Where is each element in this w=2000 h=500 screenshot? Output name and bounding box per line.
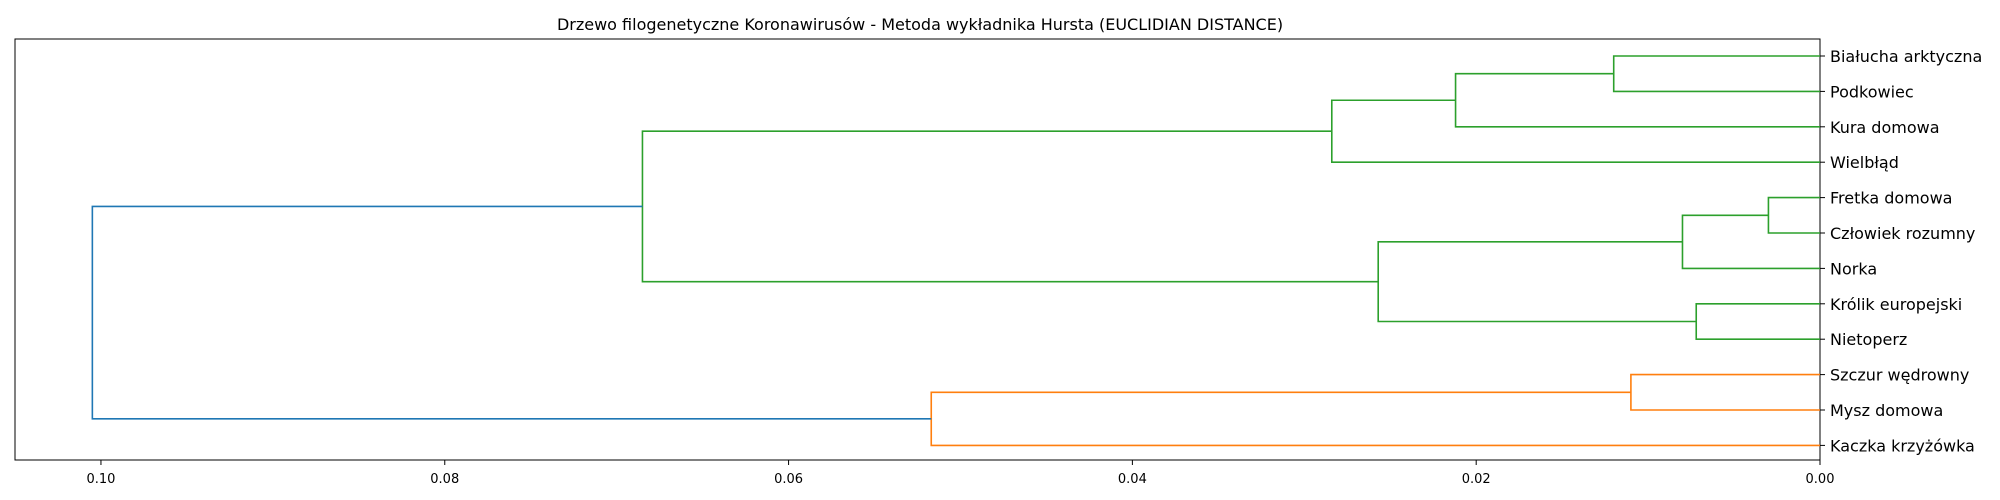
leaf-label: Kura domowa	[1830, 118, 1940, 137]
leaf-label: Kaczka krzyżówka	[1830, 436, 1975, 455]
dendrogram-link-3	[1767, 196, 1820, 234]
x-tick-label: 0.06	[774, 472, 803, 487]
leaf-labels: Białucha arktyczna Podkowiec Kura domowa Wi…	[1820, 47, 1982, 455]
x-axis: 0.10 0.08 0.06 0.04 0.02 0.00	[86, 460, 1834, 487]
dendrogram-link-5	[1695, 303, 1820, 340]
x-tick-label: 0.10	[86, 472, 115, 487]
leaf-label: Mysz domowa	[1830, 401, 1943, 420]
dendrogram-link-4	[1681, 214, 1820, 270]
x-tick-label: 0.04	[1118, 472, 1147, 487]
dendrogram-link-10	[91, 205, 932, 420]
leaf-label: Białucha arktyczna	[1830, 47, 1982, 66]
dendrogram-link-8	[1630, 373, 1820, 411]
leaf-label: Królik europejski	[1830, 295, 1962, 314]
x-tick-label: 0.00	[1806, 472, 1835, 487]
dendrogram-link-0	[1612, 55, 1820, 93]
dendrogram-link-7	[641, 130, 1379, 283]
leaf-label: Fretka domowa	[1830, 189, 1952, 208]
leaf-label: Szczur wędrowny	[1830, 366, 1969, 385]
x-tick-label: 0.08	[430, 472, 459, 487]
x-tick-label: 0.02	[1462, 472, 1491, 487]
dendrogram-link-9	[930, 391, 1820, 447]
leaf-label: Wielbłąd	[1830, 153, 1899, 172]
dendrogram-link-2	[1330, 99, 1820, 163]
leaf-label: Podkowiec	[1830, 82, 1914, 101]
dendrogram-links	[91, 55, 1820, 447]
dendrogram-link-6	[1377, 241, 1697, 323]
plot-frame	[14, 38, 1821, 461]
leaf-label: Norka	[1830, 259, 1877, 278]
leaf-label: Człowiek rozumny	[1830, 224, 1975, 243]
dendrogram-link-1	[1454, 72, 1820, 128]
chart-title: Drzewo filogenetyczne Koronawirusów - Me…	[557, 15, 1283, 34]
leaf-label: Nietoperz	[1830, 330, 1907, 349]
